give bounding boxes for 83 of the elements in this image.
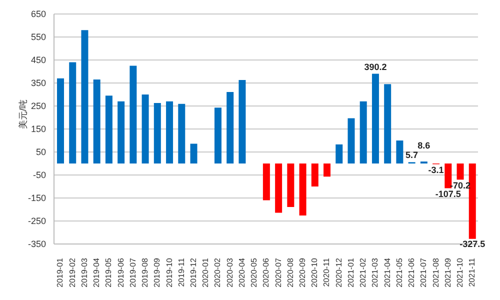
data-label: 390.2: [364, 62, 387, 72]
x-tick-label: 2021-02: [358, 257, 368, 288]
x-tick-label: 2020-01: [201, 257, 210, 288]
data-label: -107.5: [435, 189, 461, 200]
bar: [324, 164, 331, 177]
x-tick-label: 2020-03: [225, 257, 234, 288]
x-tick-label: 2020-06: [262, 257, 271, 288]
x-tick-label: 2021-03: [370, 257, 380, 288]
y-tick-label: 250: [30, 101, 46, 112]
bar: [311, 164, 318, 186]
x-tick-label: 2019-02: [68, 257, 77, 288]
bar: [69, 62, 76, 164]
x-tick-label: 2019-10: [164, 257, 174, 288]
bar: [105, 96, 112, 164]
bar: [190, 144, 198, 164]
x-tick-label: 2019-11: [176, 257, 186, 287]
bar: [166, 101, 174, 164]
y-tick-label: -50: [32, 170, 46, 180]
bar: [178, 104, 186, 164]
x-tick-label: 2019-04: [92, 257, 102, 288]
x-tick-label: 2019-03: [80, 257, 89, 288]
x-tick-label: 2020-04: [237, 257, 246, 288]
x-tick-label: 2019-05: [104, 257, 114, 288]
data-label: 5.7: [406, 150, 418, 160]
y-tick-label: 550: [30, 32, 46, 42]
bar: [456, 164, 464, 180]
x-tick-label: 2019-06: [116, 257, 126, 288]
x-tick-label: 2020-07: [274, 257, 283, 288]
bar: [81, 30, 88, 164]
y-tick-label: 650: [30, 9, 46, 20]
y-tick-label: 450: [30, 55, 46, 66]
y-tick-label: 50: [36, 147, 46, 158]
x-tick-label: 2020-09: [298, 257, 308, 288]
x-tick-label: 2019-08: [140, 257, 150, 288]
x-tick-label: 2020-11: [322, 257, 332, 287]
x-tick-label: 2021-07: [419, 257, 428, 288]
x-tick-label: 2020-05: [250, 257, 259, 288]
x-tick-label: 2019-07: [128, 257, 138, 288]
y-axis-title: 美元/吨: [18, 99, 28, 129]
x-tick-label: 2020-12: [334, 257, 344, 288]
x-tick-label: 2021-06: [407, 257, 416, 288]
y-tick-label: -250: [28, 216, 46, 226]
bar: [336, 144, 343, 164]
bar: [93, 80, 100, 164]
data-label: 8.6: [418, 140, 430, 151]
x-tick-label: 2021-01: [346, 257, 356, 288]
bar: [287, 164, 294, 207]
y-tick-label: 150: [30, 124, 46, 134]
y-tick-label: -150: [28, 193, 46, 204]
bar: [299, 164, 306, 216]
x-tick-label: 2020-02: [213, 257, 222, 288]
bar: [262, 164, 270, 200]
x-tick-label: 2021-08: [431, 257, 440, 288]
x-tick-label: 2021-09: [443, 257, 452, 288]
bar: [226, 92, 234, 164]
bar: [372, 74, 379, 164]
bar: [118, 101, 125, 164]
bar: [214, 108, 222, 164]
bar: [360, 101, 367, 164]
bar: [238, 80, 246, 164]
x-tick-label: 2019-01: [56, 257, 65, 288]
data-label: -327.5: [460, 238, 486, 249]
x-tick-label: 2020-10: [310, 257, 320, 288]
bar: [468, 164, 476, 239]
x-tick-label: 2019-09: [152, 257, 162, 288]
bar: [444, 164, 452, 188]
bar: [130, 66, 137, 164]
bar: [275, 164, 282, 213]
bar: [348, 118, 355, 164]
x-tick-label: 2019-12: [188, 257, 198, 288]
y-tick-label: -350: [28, 239, 46, 250]
bar: [384, 84, 392, 164]
data-label: -3.1: [428, 165, 444, 176]
bar: [57, 78, 64, 164]
bar: [154, 103, 161, 164]
x-tick-label: 2021-11: [468, 257, 477, 287]
x-tick-label: 2021-05: [394, 257, 404, 288]
x-tick-label: 2021-04: [382, 257, 392, 288]
x-tick-label: 2020-08: [286, 257, 295, 288]
x-tick-label: 2021-10: [456, 257, 465, 288]
bar: [142, 94, 149, 164]
y-tick-label: 350: [30, 78, 46, 88]
bar: [396, 140, 404, 164]
